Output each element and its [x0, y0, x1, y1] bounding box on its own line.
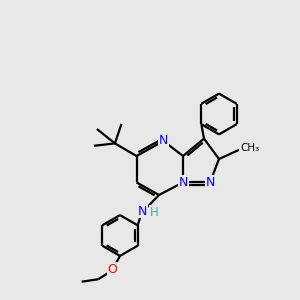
Text: N: N — [206, 176, 215, 189]
Text: H: H — [150, 206, 159, 219]
Text: N: N — [137, 205, 147, 218]
Text: N: N — [179, 176, 188, 189]
Text: O: O — [107, 263, 117, 276]
Text: CH₃: CH₃ — [240, 143, 259, 153]
Text: N: N — [159, 134, 168, 147]
